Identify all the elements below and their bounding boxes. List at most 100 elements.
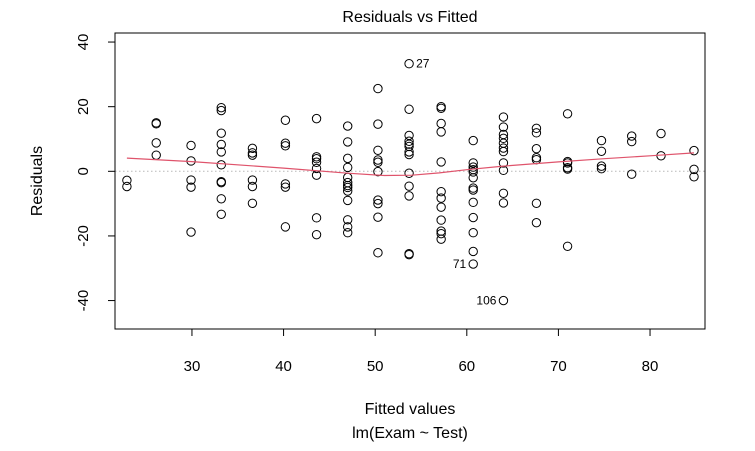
data-point [531, 143, 542, 154]
data-point [373, 195, 383, 205]
data-point [468, 185, 478, 195]
data-point [373, 119, 383, 129]
data-point [436, 186, 446, 197]
data-point [311, 154, 322, 164]
data-point [562, 109, 573, 119]
data-point [216, 177, 226, 188]
x-axis-sublabel: lm(Exam ~ Test) [352, 425, 468, 442]
y-tick-label: 0 [75, 167, 92, 175]
data-point [151, 138, 161, 148]
data-point [216, 209, 226, 219]
data-point [498, 122, 509, 132]
point-label: 106 [476, 294, 496, 308]
data-point [596, 135, 607, 146]
data-point [343, 153, 353, 164]
data-point [468, 135, 478, 146]
y-axis: -40 -20 0 20 40 [75, 34, 116, 312]
x-tick-label: 50 [367, 358, 384, 375]
data-point [311, 213, 322, 223]
data-point [373, 83, 383, 94]
data-point [436, 228, 446, 239]
y-tick-label: -20 [75, 225, 92, 247]
data-point [498, 112, 509, 122]
x-axis: 30 40 50 60 70 80 [184, 328, 659, 375]
data-point [404, 147, 414, 157]
data-point [280, 141, 291, 151]
data-point [247, 143, 258, 154]
data-point [343, 162, 353, 173]
data-point [436, 103, 446, 113]
data-point [531, 123, 542, 134]
data-point [311, 163, 322, 174]
data-point [562, 241, 573, 251]
data-point [186, 227, 196, 237]
data-point [216, 105, 226, 116]
data-point [186, 140, 196, 151]
data-point [468, 158, 478, 168]
data-point [689, 164, 699, 175]
data-point [311, 229, 322, 240]
data-point [498, 138, 509, 148]
data-point [404, 58, 414, 69]
data-point [343, 228, 353, 238]
point-labels: 27 71 106 [416, 57, 497, 308]
data-point [627, 136, 637, 147]
x-tick-label: 80 [642, 358, 659, 375]
data-point [531, 128, 542, 138]
data-point [311, 157, 322, 167]
data-point [498, 188, 509, 198]
data-point [498, 133, 509, 144]
data-point [468, 162, 478, 172]
data-point [436, 234, 446, 244]
data-point [562, 164, 573, 174]
data-point [468, 173, 478, 183]
data-point [280, 115, 291, 125]
data-point [122, 181, 132, 192]
data-point [498, 198, 509, 208]
y-tick-label: -40 [75, 290, 92, 312]
data-point [531, 154, 542, 165]
data-point [436, 193, 446, 203]
data-point [498, 295, 509, 306]
data-point [531, 217, 542, 228]
x-axis-label: Fitted values [365, 401, 456, 418]
data-point [373, 166, 383, 177]
data-point [247, 175, 258, 185]
x-tick-label: 40 [275, 358, 292, 375]
data-point [343, 121, 353, 131]
data-point [343, 215, 353, 225]
y-axis-label: Residuals [29, 146, 46, 216]
data-point [689, 172, 699, 182]
data-point [373, 198, 383, 209]
data-point [343, 195, 353, 206]
data-point [216, 128, 226, 138]
data-point [373, 155, 383, 165]
smooth-trend-line [126, 152, 695, 177]
data-point [373, 145, 383, 156]
data-point [280, 182, 291, 192]
data-point [531, 153, 542, 163]
data-point [343, 137, 353, 147]
data-point [343, 222, 353, 232]
data-point [404, 249, 414, 260]
data-point [498, 146, 509, 157]
data-point [436, 202, 446, 212]
data-point [404, 139, 414, 149]
data-point [468, 228, 478, 238]
data-point [596, 164, 607, 174]
data-point [216, 160, 226, 170]
data-point [247, 148, 258, 158]
data-point [247, 150, 258, 160]
point-label: 71 [453, 257, 467, 271]
data-point [186, 175, 196, 185]
data-point [436, 215, 446, 225]
data-point [468, 167, 478, 177]
data-point [216, 194, 226, 204]
data-point [216, 139, 226, 150]
data-point [404, 191, 414, 201]
data-point [151, 119, 161, 129]
data-point [343, 182, 353, 193]
data-point [498, 143, 509, 153]
data-point [468, 212, 478, 223]
